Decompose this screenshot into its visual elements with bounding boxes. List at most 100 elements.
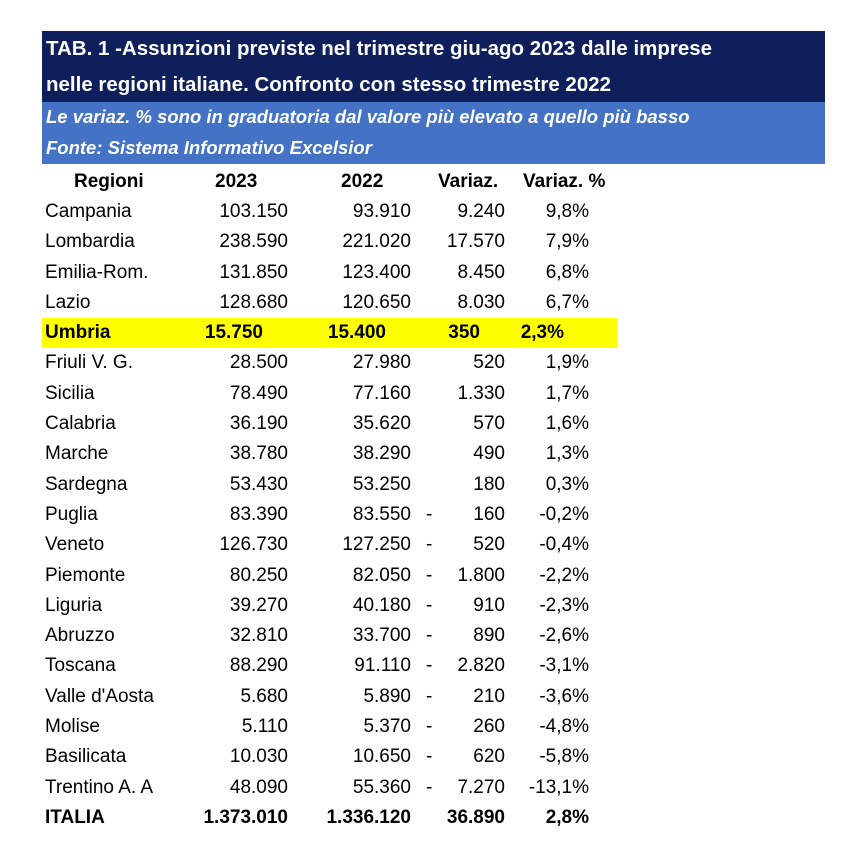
table-row: Campania 103.150 93.910 9.240 9,8% (42, 197, 642, 227)
row-2022: 5.890 (363, 685, 411, 707)
row-variation-pct: 1,6% (545, 413, 589, 435)
row-2023: 128.680 (219, 291, 288, 313)
row-variation-pct: 2,3% (520, 322, 564, 344)
row-2022: 35.620 (352, 413, 411, 435)
row-2023: 126.730 (219, 534, 288, 556)
row-region: Trentino A. A (45, 776, 154, 798)
row-region: Sicilia (45, 382, 95, 404)
total-variation: 36.890 (446, 806, 505, 828)
row-region: Molise (45, 716, 100, 738)
row-region: Veneto (45, 534, 105, 556)
title-line-2: nelle regioni italiane. Confronto con st… (46, 72, 612, 96)
table-row: Liguria 39.270 40.180- 910 -2,3% (42, 591, 642, 621)
row-variation: 1.800 (457, 564, 505, 586)
row-region: Toscana (45, 655, 116, 677)
row-variation-pct: -13,1% (528, 776, 589, 798)
table-row: Valle d'Aosta 5.680 5.890- 210 -3,6% (42, 682, 642, 712)
table-row: Trentino A. A 48.090 55.360- 7.270 -13,1% (42, 773, 642, 803)
total-variation-pct: 2,8% (545, 806, 589, 828)
row-variation-pct: -2,6% (539, 625, 589, 647)
row-2022: 93.910 (352, 201, 411, 222)
row-2023: 238.590 (219, 231, 288, 253)
row-2023: 39.270 (229, 594, 288, 616)
row-region: Umbria (45, 322, 111, 344)
row-2022: 120.650 (342, 291, 411, 313)
row-sign: - (426, 716, 433, 738)
row-variation: 180 (473, 473, 505, 495)
row-variation-pct: 1,3% (545, 443, 589, 465)
title-line-1: TAB. 1 -Assunzioni previste nel trimestr… (46, 37, 713, 60)
header-region: Regioni (74, 171, 144, 192)
row-2023: 5.680 (240, 685, 288, 707)
row-2022: 38.290 (352, 443, 411, 465)
row-2022: 77.160 (352, 382, 411, 404)
table-row: Sicilia 78.490 77.160 1.330 1,7% (42, 379, 642, 409)
row-sign: - (426, 564, 433, 586)
table-row: Calabria 36.190 35.620 570 1,6% (42, 409, 642, 439)
table-body: Campania 103.150 93.910 9.240 9,8% Lombardia 2… (42, 197, 642, 803)
row-2023: 131.850 (219, 261, 288, 283)
row-2023: 5.110 (241, 716, 288, 738)
row-variation-pct: 0,3% (545, 473, 589, 495)
row-region: Marche (45, 443, 109, 465)
row-2023: 78.490 (229, 382, 288, 404)
row-variation: 620 (473, 746, 505, 768)
row-2022: 53.250 (352, 473, 411, 495)
header-2022: 2022 (341, 171, 384, 192)
row-2023: 83.390 (229, 503, 288, 525)
row-2022: 91.110 (354, 655, 411, 677)
row-region: Calabria (45, 413, 116, 435)
total-2023: 1.373.010 (203, 806, 288, 828)
row-variation-pct: 1,7% (545, 382, 589, 404)
table-row: Molise 5.110 5.370- 260 -4,8% (42, 712, 642, 742)
row-2022: 27.980 (352, 352, 411, 374)
row-2023: 103.150 (219, 201, 288, 222)
table-header-row: Regioni 2023 2022 Variaz. Variaz. % (42, 167, 642, 197)
table-row: Marche 38.780 38.290 490 1,3% (42, 439, 642, 469)
table-row: Puglia 83.390 83.550- 160 -0,2% (42, 500, 642, 530)
row-variation: 2.820 (457, 655, 505, 677)
table-total-row: ITALIA 1.373.010 1.336.120 36.890 2,8% (42, 803, 642, 833)
table-row: Friuli V. G. 28.500 27.980 520 1,9% (42, 348, 642, 378)
row-region: Abruzzo (45, 625, 115, 647)
row-variation: 160 (473, 503, 505, 525)
row-2022: 55.360 (352, 776, 411, 798)
table-row: Abruzzo 32.810 33.700- 890 -2,6% (42, 621, 642, 651)
row-2023: 15.750 (204, 322, 263, 344)
row-variation-pct: -5,8% (539, 746, 589, 768)
row-region: Lazio (45, 291, 91, 313)
row-region: Campania (45, 201, 132, 222)
header-2023: 2023 (215, 171, 258, 192)
table-row: Sardegna 53.430 53.250 180 0,3% (42, 470, 642, 500)
row-region: Lombardia (45, 231, 135, 253)
row-variation: 910 (473, 594, 505, 616)
row-sign: - (426, 746, 433, 768)
row-variation-pct: -0,2% (539, 503, 589, 525)
row-region: Basilicata (45, 746, 127, 768)
row-region: Valle d'Aosta (45, 685, 154, 707)
row-variation: 520 (473, 352, 505, 374)
row-sign: - (426, 625, 433, 647)
row-2023: 53.430 (229, 473, 288, 495)
row-2022: 221.020 (342, 231, 411, 253)
row-variation-pct: -2,3% (539, 594, 589, 616)
total-region: ITALIA (45, 806, 105, 828)
table-title: TAB. 1 -Assunzioni previste nel trimestr… (42, 31, 825, 102)
row-2022: 127.250 (342, 534, 411, 556)
row-variation: 8.450 (457, 261, 505, 283)
row-variation: 520 (473, 534, 505, 556)
row-variation: 8.030 (457, 291, 505, 313)
row-sign: - (426, 776, 433, 798)
row-variation: 490 (473, 443, 505, 465)
row-2023: 36.190 (229, 413, 288, 435)
table-row: Lazio 128.680 120.650 8.030 6,7% (42, 288, 642, 318)
subtitle-source: Fonte: Sistema Informativo Excelsior (46, 136, 372, 158)
row-2023: 10.030 (229, 746, 288, 768)
row-variation: 260 (473, 716, 505, 738)
row-variation-pct: -2,2% (539, 564, 589, 586)
row-region: Emilia-Rom. (45, 261, 149, 283)
row-2022: 83.550 (352, 503, 411, 525)
row-region: Liguria (45, 594, 103, 616)
header-variation: Variaz. (438, 171, 499, 192)
row-variation-pct: -4,8% (539, 716, 589, 738)
